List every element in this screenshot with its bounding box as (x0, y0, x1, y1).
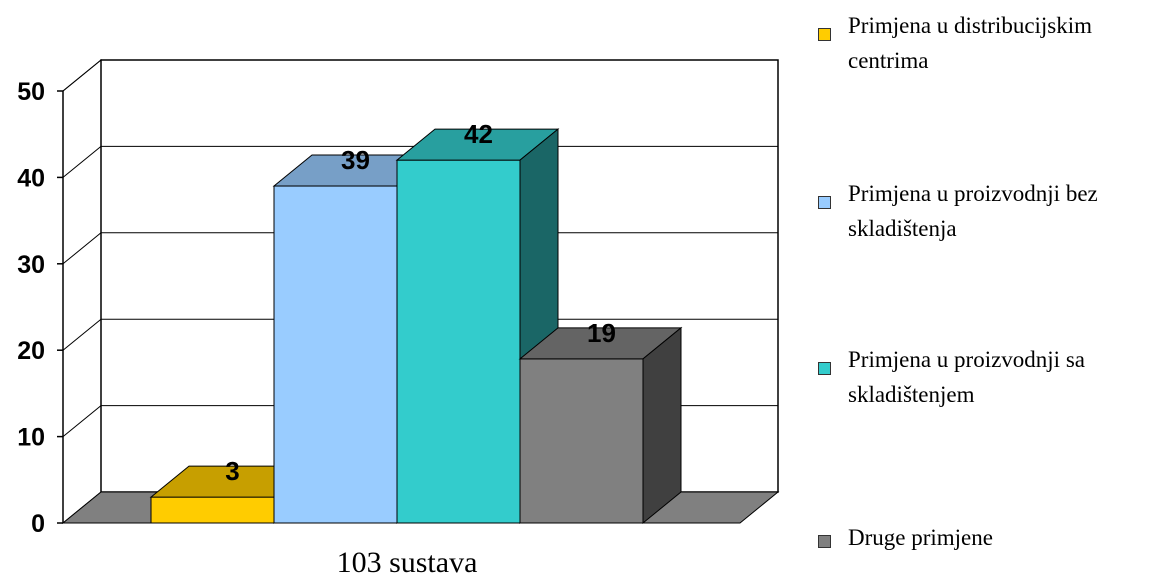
legend-label-druge: Druge primjene (848, 525, 993, 550)
data-label-2: 42 (464, 119, 493, 149)
bar-front-2 (396, 159, 521, 524)
bar-side-3 (642, 326, 682, 525)
y-tick-label-30: 30 (17, 251, 45, 279)
chart-side-wall (62, 58, 102, 525)
legend-swatch-sa-skladistenjem (818, 362, 831, 375)
legend-swatch-druge (818, 535, 831, 548)
data-label-1: 39 (341, 145, 370, 175)
legend-label-distribucijski: Primjena u distribucijskim centrima (848, 13, 1093, 73)
y-tick-label-40: 40 (17, 164, 45, 192)
y-tick-label-0: 0 (31, 510, 45, 538)
y-tick-label-20: 20 (17, 337, 45, 365)
y-tick-label-10: 10 (17, 424, 45, 452)
bar-front-0 (150, 496, 275, 524)
y-tick-label-50: 50 (17, 78, 45, 106)
legend-swatch-bez-skladistenja (818, 196, 831, 209)
x-category-label: 103 sustava (337, 546, 478, 577)
gridline-50 (62, 59, 778, 92)
legend-label-bez-skladistenja: Primjena u proizvodnji bez skladištenja (848, 181, 1098, 241)
data-label-0: 3 (225, 456, 239, 486)
legend: Primjena u distribucijskim centrima Prim… (818, 0, 1171, 577)
legend-label-sa-skladistenjem: Primjena u proizvodnji sa skladištenjem (848, 347, 1085, 407)
data-label-3: 19 (587, 318, 616, 348)
bar-front-1 (273, 185, 398, 524)
bar-front-3 (519, 358, 644, 524)
legend-swatch-distribucijski (818, 28, 831, 41)
